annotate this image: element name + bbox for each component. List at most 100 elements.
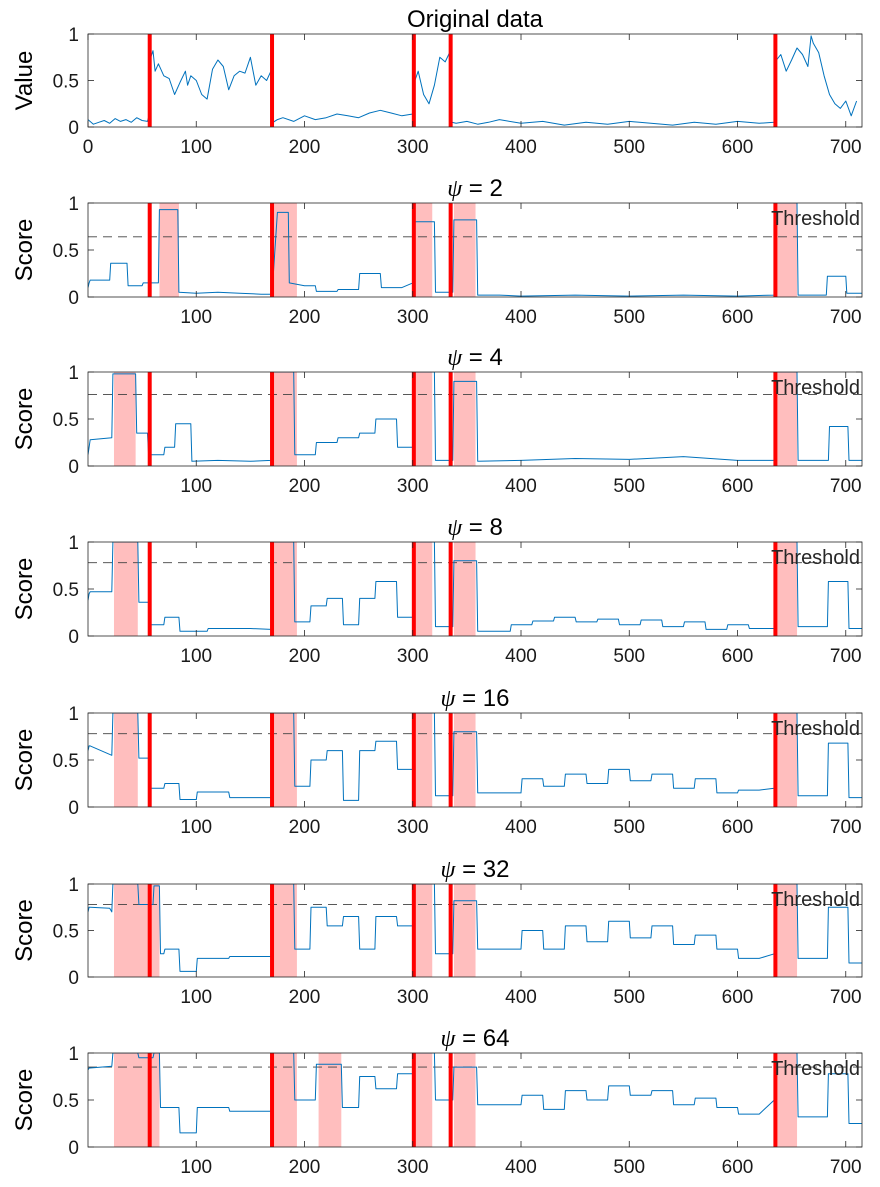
- alarm-region: [775, 884, 798, 977]
- x-tick-label: 600: [722, 307, 754, 328]
- y-tick-label: 0.5: [53, 922, 79, 943]
- y-tick-label: 0.5: [53, 1091, 79, 1112]
- alarm-region: [453, 372, 476, 466]
- y-tick-label: 1: [68, 1044, 79, 1065]
- x-tick-label: 100: [180, 307, 212, 328]
- alarm-region: [272, 203, 297, 297]
- x-tick-label: 600: [722, 1157, 754, 1178]
- y-tick-label: 0.5: [53, 751, 79, 772]
- alarm-region: [413, 713, 433, 807]
- threshold-label: Threshold: [771, 1058, 860, 1080]
- x-tick-label: 500: [613, 307, 645, 328]
- alarm-region: [113, 542, 138, 636]
- x-tick-label: 500: [613, 646, 645, 667]
- psi-symbol: ψ: [447, 345, 463, 371]
- score-line: [88, 372, 862, 462]
- alarm-region: [413, 884, 433, 977]
- alarm-region: [775, 713, 798, 807]
- alarm-region: [272, 542, 297, 636]
- psi-symbol: ψ: [441, 686, 457, 712]
- x-tick-label: 400: [505, 307, 537, 328]
- alarm-region: [113, 884, 160, 977]
- y-axis-label: Score: [11, 899, 38, 962]
- x-tick-label: 400: [505, 987, 537, 1008]
- y-tick-label: 1: [68, 363, 79, 384]
- x-tick-label: 600: [722, 137, 754, 158]
- x-tick-label: 300: [397, 987, 429, 1008]
- y-tick-label: 0: [68, 1138, 79, 1159]
- x-tick-label: 0: [83, 137, 94, 158]
- psi-symbol: ψ: [441, 857, 457, 883]
- score-line: [88, 203, 862, 297]
- y-tick-label: 0.5: [53, 410, 79, 431]
- x-tick-label: 500: [613, 476, 645, 497]
- y-tick-label: 0: [68, 457, 79, 478]
- alarm-region: [453, 542, 476, 636]
- chart-panel-4: 100 200 300 400 500 600 700 0 0.5 1 Score ψ = 8 Thre…: [11, 514, 863, 667]
- alarm-region: [775, 372, 798, 466]
- alarm-region: [113, 1053, 160, 1147]
- x-tick-label: 500: [613, 137, 645, 158]
- x-tick-label: 200: [289, 476, 321, 497]
- score-line: [88, 542, 862, 632]
- psi-value: = 8: [462, 514, 503, 541]
- x-tick-label: 100: [180, 817, 212, 838]
- y-tick-label: 0: [68, 288, 79, 309]
- x-tick-label: 700: [830, 137, 862, 158]
- alarm-region: [113, 372, 136, 466]
- alarm-region: [272, 884, 297, 977]
- chart-title: ψ = 2: [447, 175, 503, 202]
- alarm-region: [775, 203, 798, 297]
- chart-title: ψ = 4: [447, 344, 503, 371]
- x-tick-label: 600: [722, 817, 754, 838]
- alarm-region: [413, 203, 433, 297]
- y-tick-label: 1: [68, 875, 79, 896]
- x-tick-label: 300: [397, 476, 429, 497]
- x-tick-label: 200: [289, 307, 321, 328]
- x-tick-label: 400: [505, 476, 537, 497]
- x-tick-label: 700: [830, 987, 862, 1008]
- y-tick-label: 1: [68, 25, 79, 46]
- alarm-region: [272, 372, 297, 466]
- y-axis-label: Value: [11, 51, 38, 111]
- alarm-region: [159, 203, 179, 297]
- alarm-region: [775, 542, 798, 636]
- chart-title: Original data: [407, 6, 544, 33]
- x-tick-label: 200: [289, 137, 321, 158]
- chart-title: ψ = 64: [441, 1025, 510, 1052]
- x-tick-label: 700: [830, 307, 862, 328]
- chart-panel-7: 100 200 300 400 500 600 700 0 0.5 1 Score ψ = 64 Thr…: [11, 1025, 863, 1178]
- alarm-region: [413, 542, 433, 636]
- chart-panel-2: 100 200 300 400 500 600 700 0 0.5 1 Score ψ = 2 Thre…: [11, 175, 863, 328]
- psi-value: = 4: [462, 344, 503, 371]
- threshold-label: Threshold: [771, 547, 860, 569]
- score-line: [88, 1053, 862, 1134]
- chart-panel-6: 100 200 300 400 500 600 700 0 0.5 1 Score ψ = 32 Thr…: [11, 856, 863, 1008]
- x-tick-label: 500: [613, 987, 645, 1008]
- alarm-region: [413, 372, 433, 466]
- y-axis-label: Score: [11, 558, 38, 621]
- y-tick-label: 0: [68, 968, 79, 989]
- score-line: [88, 35, 858, 126]
- x-tick-label: 200: [289, 1157, 321, 1178]
- chart-panel-3: 100 200 300 400 500 600 700 0 0.5 1 Score ψ = 4 Thre…: [11, 344, 863, 497]
- y-tick-label: 0.5: [53, 580, 79, 601]
- y-tick-label: 0.5: [53, 72, 79, 93]
- alarm-region: [775, 1053, 798, 1147]
- alarm-region: [453, 1053, 476, 1147]
- alarm-region: [453, 713, 476, 807]
- x-tick-label: 200: [289, 817, 321, 838]
- x-tick-label: 300: [397, 646, 429, 667]
- threshold-label: Threshold: [771, 718, 860, 740]
- psi-value: = 16: [455, 685, 509, 712]
- y-tick-label: 0: [68, 627, 79, 648]
- psi-value: = 64: [455, 1025, 509, 1052]
- alarm-region: [453, 884, 476, 977]
- x-tick-label: 600: [722, 987, 754, 1008]
- psi-value: = 2: [462, 175, 503, 202]
- x-tick-label: 300: [397, 1157, 429, 1178]
- x-tick-label: 400: [505, 817, 537, 838]
- chart-title: ψ = 16: [441, 685, 510, 712]
- threshold-label: Threshold: [771, 889, 860, 911]
- x-tick-label: 700: [830, 646, 862, 667]
